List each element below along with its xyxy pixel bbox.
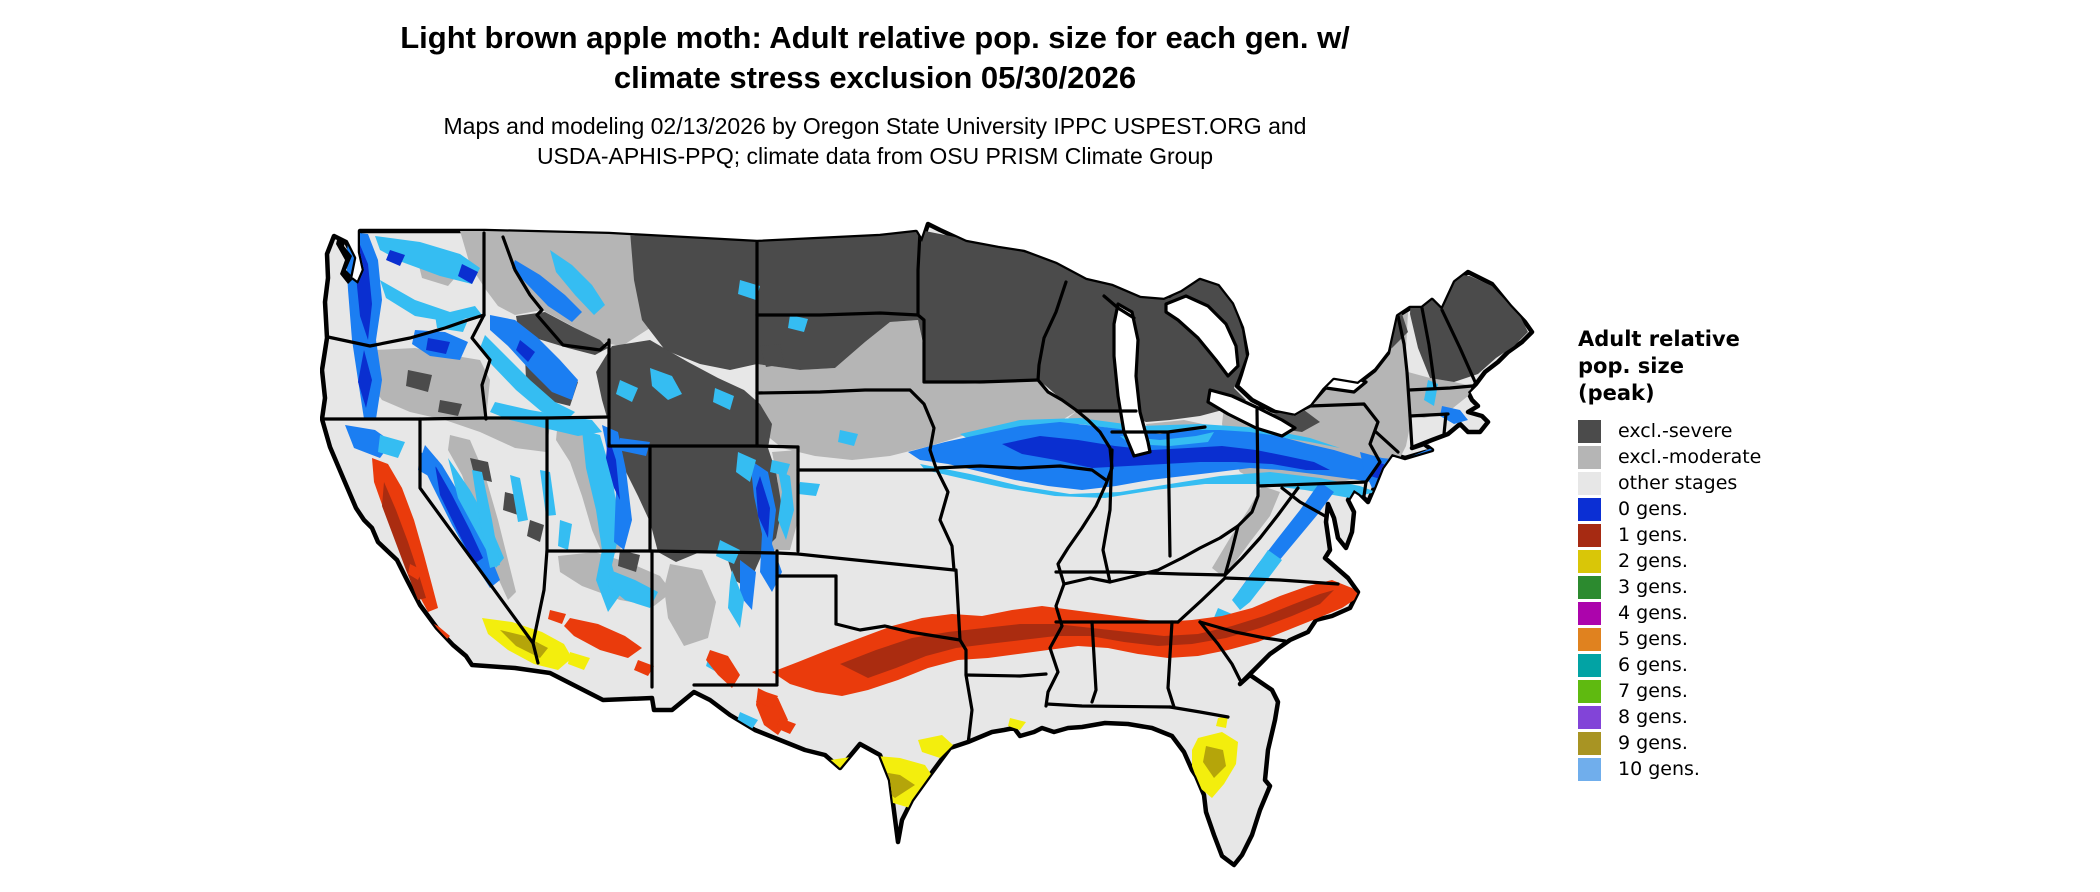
legend-swatch-2-gens	[1578, 549, 1601, 573]
legend-swatch-8-gens	[1578, 705, 1601, 729]
legend-row-7-gens: 7 gens.	[1578, 678, 1761, 704]
legend-label-excl-severe: excl.-severe	[1618, 420, 1733, 442]
legend-label-0-gens: 0 gens.	[1618, 498, 1688, 520]
lake-erie	[1206, 388, 1297, 438]
legend-swatch-1-gens	[1578, 523, 1601, 547]
legend-swatch-4-gens	[1578, 601, 1601, 625]
legend-row-5-gens: 5 gens.	[1578, 626, 1761, 652]
legend-swatch-5-gens	[1578, 627, 1601, 651]
figure-title-line2: climate stress exclusion 05/30/2026	[613, 60, 1137, 95]
us-map	[319, 220, 1560, 892]
legend-label-10-gens: 10 gens.	[1618, 758, 1700, 780]
legend-label-9-gens: 9 gens.	[1618, 732, 1688, 754]
legend-swatch-7-gens	[1578, 679, 1601, 703]
legend-swatch-0-gens	[1578, 497, 1601, 521]
legend-swatch-excl-severe	[1578, 419, 1601, 443]
legend-label-other-stages: other stages	[1618, 472, 1738, 494]
legend-swatch-9-gens	[1578, 731, 1601, 755]
legend-label-4-gens: 4 gens.	[1618, 602, 1688, 624]
figure-subtitle-line2: USDA-APHIS-PPQ; climate data from OSU PR…	[536, 143, 1214, 169]
legend-swatch-excl-moderate	[1578, 445, 1601, 469]
legend-row-3-gens: 3 gens.	[1578, 574, 1761, 600]
legend-row-2-gens: 2 gens.	[1578, 548, 1761, 574]
legend-swatch-other-stages	[1578, 471, 1601, 495]
lake-ontario	[1288, 366, 1368, 394]
figure-subtitle-line1: Maps and modeling 02/13/2026 by Oregon S…	[443, 113, 1307, 139]
legend-row-excl-moderate: excl.-moderate	[1578, 444, 1761, 470]
legend-row-10-gens: 10 gens.	[1578, 756, 1761, 782]
legend-row-0-gens: 0 gens.	[1578, 496, 1761, 522]
legend-items: excl.-severe excl.-moderate other stages…	[1578, 418, 1761, 782]
legend-title-line1: Adult relative	[1578, 327, 1740, 351]
legend-label-7-gens: 7 gens.	[1618, 680, 1688, 702]
figure-subtitle: Maps and modeling 02/13/2026 by Oregon S…	[250, 111, 1500, 171]
lake-huron	[1164, 294, 1240, 378]
figure-header: Light brown apple moth: Adult relative p…	[250, 18, 1500, 171]
legend-swatch-3-gens	[1578, 575, 1601, 599]
legend-label-5-gens: 5 gens.	[1618, 628, 1688, 650]
regions-3-gens	[1174, 866, 1250, 878]
legend-row-8-gens: 8 gens.	[1578, 704, 1761, 730]
legend-row-1-gens: 1 gens.	[1578, 522, 1761, 548]
legend-title-line2: pop. size	[1578, 354, 1684, 378]
figure-title-line1: Light brown apple moth: Adult relative p…	[400, 20, 1350, 55]
legend-swatch-10-gens	[1578, 757, 1601, 781]
map-legend: Adult relative pop. size (peak) excl.-se…	[1578, 326, 1761, 782]
legend-title-line3: (peak)	[1578, 381, 1655, 405]
legend-label-1-gens: 1 gens.	[1618, 524, 1688, 546]
legend-row-excl-severe: excl.-severe	[1578, 418, 1761, 444]
legend-row-4-gens: 4 gens.	[1578, 600, 1761, 626]
legend-row-other-stages: other stages	[1578, 470, 1761, 496]
legend-label-8-gens: 8 gens.	[1618, 706, 1688, 728]
state-borders	[322, 230, 1478, 746]
legend-label-6-gens: 6 gens.	[1618, 654, 1688, 676]
legend-label-excl-moderate: excl.-moderate	[1618, 446, 1762, 468]
lake-michigan	[1112, 302, 1152, 458]
legend-label-3-gens: 3 gens.	[1618, 576, 1688, 598]
legend-label-2-gens: 2 gens.	[1618, 550, 1688, 572]
legend-swatch-6-gens	[1578, 653, 1601, 677]
legend-row-6-gens: 6 gens.	[1578, 652, 1761, 678]
legend-title: Adult relative pop. size (peak)	[1578, 326, 1761, 407]
us-map-svg	[319, 221, 1535, 878]
regions-0-gens	[345, 232, 1474, 732]
legend-row-9-gens: 9 gens.	[1578, 730, 1761, 756]
puget-sound	[336, 228, 354, 284]
